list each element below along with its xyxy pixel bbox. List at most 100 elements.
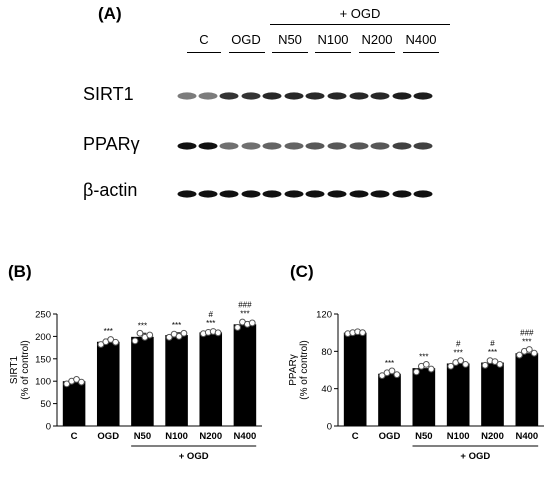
bar bbox=[131, 336, 154, 426]
significance-hash: ### bbox=[520, 328, 534, 337]
significance-stars: *** bbox=[385, 359, 394, 368]
blot-band bbox=[262, 92, 282, 100]
y-tick-label: 200 bbox=[35, 332, 51, 343]
blot-band bbox=[198, 142, 218, 150]
lane-label-n50: N50 bbox=[278, 32, 302, 47]
x-tick-label: N400 bbox=[515, 431, 538, 442]
data-point bbox=[427, 365, 435, 373]
blot-band bbox=[413, 190, 433, 198]
x-tick-label: N100 bbox=[165, 431, 188, 442]
data-point bbox=[146, 331, 154, 339]
blot-band bbox=[219, 92, 239, 100]
blot-row-label-actin: β-actin bbox=[83, 180, 138, 200]
data-point bbox=[422, 361, 430, 368]
y-tick-label: 100 bbox=[35, 377, 51, 388]
blot-band bbox=[349, 190, 369, 198]
blot-band bbox=[177, 92, 197, 100]
significance-stars: *** bbox=[172, 321, 181, 330]
blot-band bbox=[284, 190, 304, 198]
panel-c-label: (C) bbox=[290, 262, 314, 281]
western-blot-panel: + OGD C OGD N50 N100 N200 N400 SIRT1 PPA… bbox=[0, 0, 550, 240]
significance-stars: *** bbox=[419, 352, 428, 361]
data-point bbox=[447, 362, 455, 370]
chart-sirt1: 0 50 100 150 200 250 SIRT1 (% of control) C *** OG… bbox=[9, 301, 262, 462]
blot-band bbox=[241, 92, 261, 100]
x-tick-label: N400 bbox=[234, 431, 257, 442]
blot-band bbox=[284, 142, 304, 150]
blot-band bbox=[327, 142, 347, 150]
data-point bbox=[525, 346, 533, 353]
y-tick-label: 50 bbox=[40, 399, 51, 410]
x-tick-label: N50 bbox=[415, 431, 432, 442]
data-point bbox=[378, 372, 386, 379]
lane-label-n100: N100 bbox=[317, 32, 349, 47]
x-tick-label: N100 bbox=[447, 431, 470, 442]
blot-band bbox=[219, 190, 239, 198]
y-tick-label: 120 bbox=[316, 310, 332, 321]
y-tick-label: 0 bbox=[327, 422, 332, 433]
data-point bbox=[462, 361, 469, 368]
blot-band bbox=[327, 92, 347, 100]
bar bbox=[481, 362, 504, 426]
blot-image bbox=[177, 92, 433, 198]
lane-underline-n400 bbox=[403, 52, 439, 53]
group-label: + OGD bbox=[460, 451, 490, 462]
blot-band bbox=[392, 92, 412, 100]
blot-band bbox=[177, 190, 197, 198]
blot-band bbox=[370, 92, 390, 100]
significance-stars: *** bbox=[206, 319, 215, 328]
blot-band bbox=[327, 190, 347, 198]
blot-band bbox=[392, 142, 412, 150]
y-axis-label: PPARγ bbox=[288, 354, 299, 386]
lane-label-c: C bbox=[199, 32, 209, 47]
blot-band bbox=[413, 142, 433, 150]
data-point bbox=[457, 357, 465, 365]
blot-band bbox=[198, 190, 218, 198]
bar bbox=[96, 341, 120, 426]
blot-band bbox=[370, 190, 390, 198]
data-point bbox=[413, 368, 420, 376]
data-point bbox=[516, 351, 523, 359]
blot-band bbox=[284, 92, 304, 100]
blot-band bbox=[305, 142, 325, 150]
y-axis-label: SIRT1 bbox=[9, 355, 20, 384]
significance-stars: *** bbox=[522, 337, 531, 346]
lane-underline-n100 bbox=[315, 52, 351, 53]
chart-ppar: 0 40 80 120 PPARγ (% of control) C *** OGD *** N50… bbox=[288, 310, 544, 462]
blot-band bbox=[241, 142, 261, 150]
y-axis-label-unit: (% of control) bbox=[299, 340, 310, 399]
x-tick-label: C bbox=[352, 431, 359, 442]
x-tick-label: OGD bbox=[379, 431, 401, 442]
x-tick-label: N200 bbox=[199, 431, 222, 442]
bar bbox=[515, 353, 539, 426]
significance-stars: *** bbox=[453, 349, 462, 358]
y-axis-label-unit: (% of control) bbox=[20, 340, 31, 399]
significance-stars: *** bbox=[138, 321, 147, 330]
blot-band bbox=[219, 142, 239, 150]
data-point bbox=[136, 329, 144, 337]
data-point bbox=[491, 358, 499, 365]
data-point bbox=[165, 333, 173, 341]
data-point bbox=[131, 337, 139, 345]
bar bbox=[412, 368, 436, 426]
bar bbox=[165, 335, 188, 426]
blot-row-label-sirt1: SIRT1 bbox=[83, 84, 134, 104]
blot-band bbox=[305, 190, 325, 198]
lane-underline-c bbox=[187, 52, 221, 53]
bar bbox=[343, 332, 367, 426]
blot-band bbox=[349, 142, 369, 150]
significance-hash: # bbox=[456, 340, 461, 349]
y-tick-label: 40 bbox=[321, 384, 332, 395]
significance-hash: ### bbox=[238, 301, 252, 310]
bar bbox=[233, 324, 257, 426]
lane-underline-n50 bbox=[272, 52, 308, 53]
significance-hash: # bbox=[490, 339, 495, 348]
significance-stars: *** bbox=[104, 327, 113, 336]
blot-group-label: + OGD bbox=[339, 6, 381, 21]
data-point bbox=[248, 319, 256, 327]
blot-band bbox=[305, 92, 325, 100]
blot-band bbox=[413, 92, 433, 100]
blot-band bbox=[198, 92, 218, 100]
blot-band bbox=[349, 92, 369, 100]
lane-underline-ogd bbox=[229, 52, 265, 53]
